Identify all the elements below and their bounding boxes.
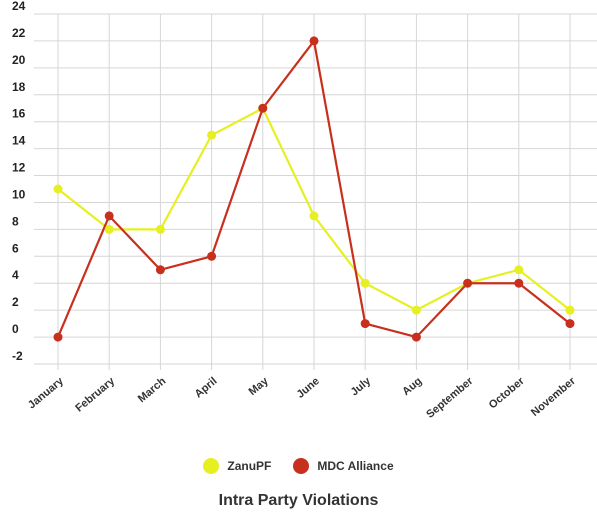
series-points <box>53 36 575 342</box>
y-tick-label: 18 <box>12 80 26 94</box>
y-tick-label: 24 <box>12 0 26 13</box>
x-tick-label: October <box>487 375 528 412</box>
y-tick-label: 22 <box>12 26 26 40</box>
data-point <box>309 211 319 221</box>
x-tick-label: November <box>529 375 578 419</box>
data-point <box>53 332 63 342</box>
x-tick-label: June <box>295 375 322 401</box>
legend-item-zanupf[interactable]: ZanuPF <box>203 458 271 474</box>
x-tick-label: July <box>349 375 374 399</box>
y-tick-label: 20 <box>12 53 26 67</box>
x-tick-label: March <box>136 375 169 405</box>
data-point <box>565 305 575 315</box>
legend-swatch-zanupf <box>203 458 220 474</box>
data-point <box>565 319 575 329</box>
data-point <box>411 305 421 315</box>
y-tick-label: 8 <box>12 214 19 228</box>
x-tick-label: February <box>73 375 117 415</box>
data-point <box>360 319 370 329</box>
data-point <box>309 36 319 46</box>
data-point <box>463 278 473 288</box>
x-tick-label: Aug <box>400 375 424 398</box>
y-tick-label: 10 <box>12 187 26 201</box>
legend-item-mdc-alliance[interactable]: MDC Alliance <box>293 458 394 474</box>
data-point <box>53 184 63 194</box>
y-tick-label: -2 <box>12 349 23 363</box>
x-tick-label: September <box>424 375 476 421</box>
x-tick-label: April <box>193 375 220 400</box>
legend-label-zanupf: ZanuPF <box>227 459 272 473</box>
data-point <box>514 265 524 275</box>
chart-title: Intra Party Violations <box>218 492 379 509</box>
data-point <box>155 265 165 275</box>
x-tick-label: May <box>247 375 272 399</box>
y-tick-label: 14 <box>12 134 26 148</box>
y-tick-label: 4 <box>12 268 19 282</box>
data-point <box>207 130 217 140</box>
y-tick-label: 12 <box>12 161 26 175</box>
legend-swatch-mdc-alliance <box>293 458 310 474</box>
data-point <box>155 224 165 234</box>
data-point <box>207 251 217 261</box>
data-point <box>258 103 268 113</box>
x-axis-ticks: January February March April May June July Aug S… <box>26 375 579 421</box>
y-tick-label: 6 <box>12 241 19 255</box>
data-point <box>104 211 114 221</box>
y-tick-label: 0 <box>12 322 19 336</box>
y-tick-label: 2 <box>12 295 19 309</box>
y-tick-label: 16 <box>12 107 26 121</box>
x-tick-label: January <box>26 375 67 412</box>
chart-legend: ZanuPF MDC Alliance <box>0 458 597 474</box>
grid-lines <box>34 13 597 370</box>
legend-label-mdc-alliance: MDC Alliance <box>317 459 394 473</box>
data-point <box>411 332 421 342</box>
data-point <box>360 278 370 288</box>
data-point <box>514 278 524 288</box>
data-point <box>104 224 114 234</box>
